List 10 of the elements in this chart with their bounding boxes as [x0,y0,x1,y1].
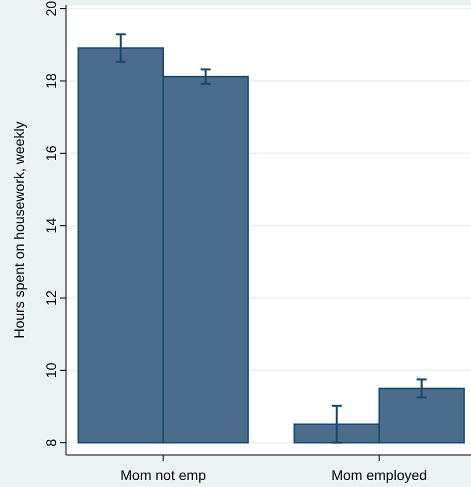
y-tick-label: 10 [43,362,59,378]
y-tick-label: 18 [43,72,59,89]
y-tick-label: 16 [43,145,59,162]
x-tick-label: Mom not emp [120,467,206,483]
y-tick-label: 8 [43,438,59,447]
x-tick-label: Mom employed [331,467,428,483]
y-axis-title: Hours spent on housework, weekly [11,121,27,339]
y-tick-label: 12 [43,290,59,306]
y-tick-label: 14 [43,218,59,234]
y-tick-label: 20 [43,0,59,16]
